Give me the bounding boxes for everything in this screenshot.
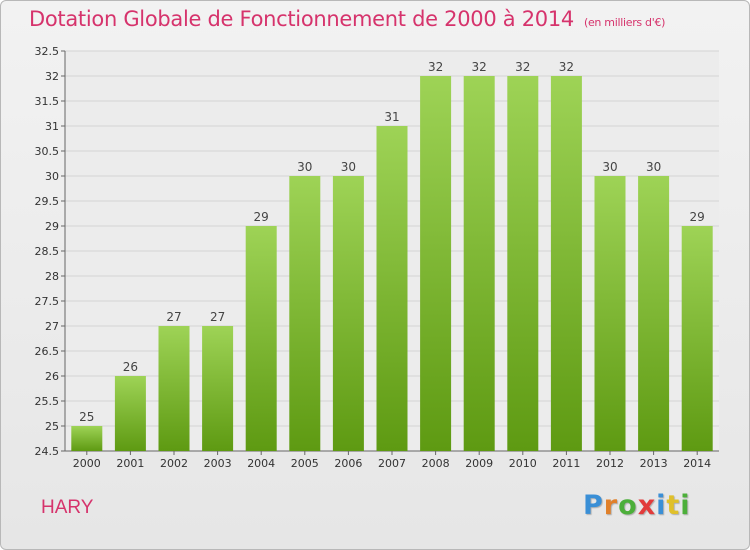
bar-value-label: 27 (210, 310, 225, 324)
commune-name: HARY (41, 497, 94, 518)
y-tick-label: 30.5 (35, 145, 60, 158)
bar (332, 176, 364, 451)
y-tick-label: 25 (45, 420, 59, 433)
y-tick-label: 25.5 (35, 395, 60, 408)
x-tick-label: 2012 (596, 457, 624, 470)
y-tick-label: 31 (45, 120, 59, 133)
y-tick-label: 31.5 (35, 95, 60, 108)
y-tick-label: 27.5 (35, 295, 60, 308)
bar-value-label: 32 (559, 60, 574, 74)
bar (638, 176, 670, 451)
bar-value-label: 32 (472, 60, 487, 74)
bar-value-label: 25 (79, 410, 94, 424)
bar (420, 76, 452, 451)
x-tick-label: 2004 (247, 457, 275, 470)
logo-letter: o (618, 490, 638, 521)
chart-unit: (en milliers d'€) (583, 16, 666, 29)
x-tick-label: 2000 (73, 457, 101, 470)
bar-value-label: 26 (123, 360, 138, 374)
y-tick-label: 32 (45, 70, 59, 83)
bar-value-label: 30 (297, 160, 312, 174)
y-tick-label: 26.5 (35, 345, 60, 358)
bar (463, 76, 495, 451)
y-tick-label: 27 (45, 320, 59, 333)
x-tick-label: 2008 (422, 457, 450, 470)
bar-value-label: 29 (690, 210, 705, 224)
bar (507, 76, 539, 451)
x-tick-label: 2006 (334, 457, 362, 470)
chart-title: Dotation Globale de Fonctionnement de 20… (29, 7, 665, 31)
proxiti-logo: Proxiti (583, 490, 691, 521)
y-tick-label: 29 (45, 220, 59, 233)
chart-title-text: Dotation Globale de Fonctionnement de 20… (29, 7, 574, 31)
y-tick-label: 29.5 (35, 195, 60, 208)
bar-value-label: 32 (428, 60, 443, 74)
bar-value-label: 29 (254, 210, 269, 224)
bar (376, 126, 408, 451)
x-tick-label: 2005 (291, 457, 319, 470)
bar-value-label: 27 (166, 310, 181, 324)
x-tick-label: 2002 (160, 457, 188, 470)
bar-value-label: 32 (515, 60, 530, 74)
logo-letter: r (603, 490, 619, 521)
bar (550, 76, 582, 451)
y-tick-label: 30 (45, 170, 59, 183)
bar-value-label: 30 (341, 160, 356, 174)
logo-letter: i (680, 490, 691, 521)
y-tick-label: 32.5 (35, 45, 60, 58)
y-tick-label: 28.5 (35, 245, 60, 258)
bar-value-label: 31 (384, 110, 399, 124)
bar (681, 226, 713, 451)
logo-letter: x (637, 490, 657, 521)
bar-value-label: 30 (646, 160, 661, 174)
logo-letter: P (583, 490, 604, 521)
x-tick-label: 2009 (465, 457, 493, 470)
logo-letter: i (656, 490, 667, 521)
x-tick-label: 2010 (509, 457, 537, 470)
x-tick-label: 2011 (552, 457, 580, 470)
bar (202, 326, 234, 451)
x-tick-label: 2013 (640, 457, 668, 470)
x-tick-label: 2003 (204, 457, 232, 470)
bar (71, 426, 103, 451)
x-tick-label: 2007 (378, 457, 406, 470)
bar (594, 176, 626, 451)
bar (245, 226, 277, 451)
bar (114, 376, 146, 451)
y-tick-label: 26 (45, 370, 59, 383)
bar (289, 176, 321, 451)
x-tick-label: 2014 (683, 457, 711, 470)
bar (158, 326, 190, 451)
y-tick-label: 24.5 (35, 445, 60, 458)
x-tick-label: 2001 (116, 457, 144, 470)
y-tick-label: 28 (45, 270, 59, 283)
bar-value-label: 30 (602, 160, 617, 174)
logo-letter: t (666, 490, 681, 521)
